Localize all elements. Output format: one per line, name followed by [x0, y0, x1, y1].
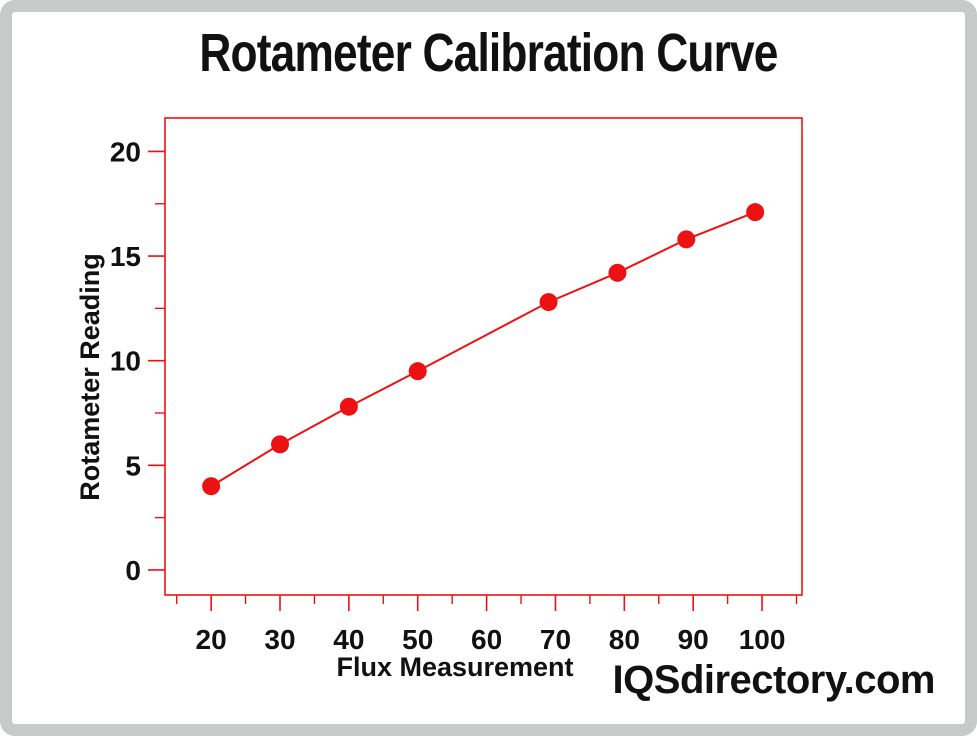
chart-title: Rotameter Calibration Curve: [199, 23, 778, 83]
data-point: [271, 435, 290, 454]
y-tick-label: 20: [110, 136, 141, 167]
data-point: [608, 263, 627, 282]
data-point: [202, 477, 221, 496]
x-tick-label: 100: [739, 624, 786, 655]
x-tick-label: 90: [678, 624, 709, 655]
data-point: [339, 397, 358, 416]
plot-frame: [164, 117, 803, 596]
y-tick-label: 5: [125, 450, 141, 481]
x-tick-label: 60: [471, 624, 502, 655]
x-tick-label: 30: [264, 624, 295, 655]
data-point: [677, 230, 696, 249]
y-tick-label: 15: [110, 241, 141, 272]
data-point: [746, 203, 765, 222]
watermark-text: IQSdirectory.com: [612, 658, 936, 702]
y-tick-label: 10: [110, 346, 141, 377]
x-tick-label: 20: [196, 624, 227, 655]
data-point: [539, 293, 558, 312]
x-tick-label: 40: [333, 624, 364, 655]
x-tick-label: 50: [402, 624, 433, 655]
data-line: [210, 211, 756, 488]
data-point: [408, 362, 427, 381]
x-axis-title: Flux Measurement: [336, 652, 574, 682]
x-tick-label: 70: [540, 624, 571, 655]
x-tick-label: 80: [609, 624, 640, 655]
y-tick-label: 0: [125, 555, 141, 586]
